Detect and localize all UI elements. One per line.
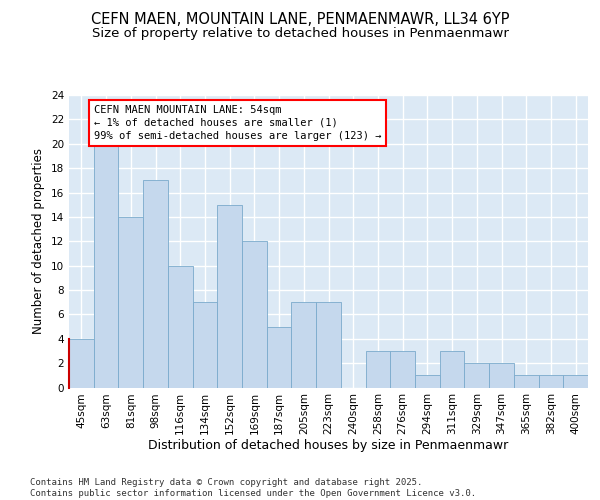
Text: CEFN MAEN MOUNTAIN LANE: 54sqm
← 1% of detached houses are smaller (1)
99% of se: CEFN MAEN MOUNTAIN LANE: 54sqm ← 1% of d… — [94, 105, 381, 141]
Text: Contains HM Land Registry data © Crown copyright and database right 2025.
Contai: Contains HM Land Registry data © Crown c… — [30, 478, 476, 498]
Bar — [143, 180, 168, 388]
Bar — [292, 302, 316, 388]
Bar — [94, 144, 118, 388]
Bar — [69, 339, 94, 388]
Bar — [316, 302, 341, 388]
Bar — [390, 351, 415, 388]
Bar — [464, 363, 489, 388]
Bar — [489, 363, 514, 388]
Bar — [440, 351, 464, 388]
X-axis label: Distribution of detached houses by size in Penmaenmawr: Distribution of detached houses by size … — [148, 438, 509, 452]
Bar — [539, 376, 563, 388]
Bar — [415, 376, 440, 388]
Text: CEFN MAEN, MOUNTAIN LANE, PENMAENMAWR, LL34 6YP: CEFN MAEN, MOUNTAIN LANE, PENMAENMAWR, L… — [91, 12, 509, 28]
Bar — [365, 351, 390, 388]
Bar — [217, 204, 242, 388]
Bar — [118, 217, 143, 388]
Bar — [267, 326, 292, 388]
Bar — [242, 242, 267, 388]
Bar — [563, 376, 588, 388]
Bar — [168, 266, 193, 388]
Bar — [514, 376, 539, 388]
Text: Size of property relative to detached houses in Penmaenmawr: Size of property relative to detached ho… — [92, 28, 508, 40]
Bar — [193, 302, 217, 388]
Y-axis label: Number of detached properties: Number of detached properties — [32, 148, 46, 334]
